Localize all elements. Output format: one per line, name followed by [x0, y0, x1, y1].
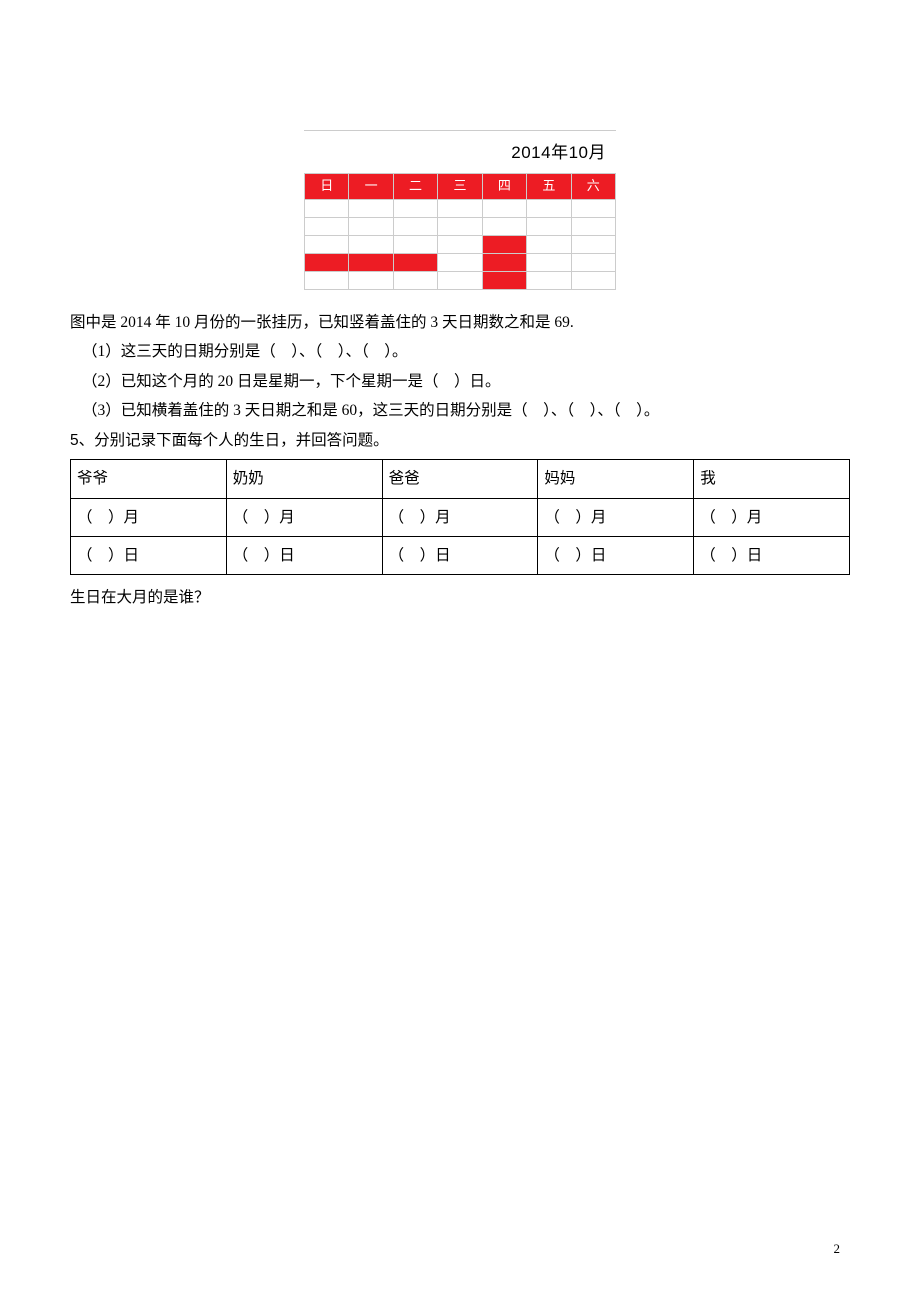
calendar-cell — [393, 235, 437, 253]
calendar-body — [305, 199, 616, 289]
calendar-cell — [349, 217, 393, 235]
calendar-cell — [438, 253, 482, 271]
calendar-cell — [393, 217, 437, 235]
calendar-cell — [438, 271, 482, 289]
calendar-day-header: 一 — [349, 174, 393, 200]
calendar-cell — [393, 199, 437, 217]
table-row: （ ）月 （ ）月 （ ）月 （ ）月 （ ）月 — [71, 498, 850, 536]
calendar-cell — [393, 271, 437, 289]
calendar-cell — [393, 253, 437, 271]
calendar-cell — [305, 235, 349, 253]
birthday-header-cell: 我 — [694, 460, 850, 498]
calendar-cell — [305, 199, 349, 217]
calendar-cell — [349, 253, 393, 271]
calendar-container: 2014年10月 日 一 二 三 四 五 六 — [304, 130, 616, 290]
calendar-cell — [438, 217, 482, 235]
calendar-cell — [438, 199, 482, 217]
table-row: （ ）日 （ ）日 （ ）日 （ ）日 （ ）日 — [71, 537, 850, 575]
calendar-cell — [527, 199, 571, 217]
calendar-cell — [305, 217, 349, 235]
calendar-day-header: 三 — [438, 174, 482, 200]
calendar-cell — [305, 271, 349, 289]
calendar-header-row: 日 一 二 三 四 五 六 — [305, 174, 616, 200]
calendar-cell — [571, 199, 615, 217]
birthday-table: 爷爷 奶奶 爸爸 妈妈 我 （ ）月 （ ）月 （ ）月 （ ）月 （ ）月 （… — [70, 459, 850, 575]
calendar-cell — [571, 271, 615, 289]
intro-text: 图中是 2014 年 10 月份的一张挂历，已知竖着盖住的 3 天日期数之和是 … — [70, 308, 850, 337]
calendar-row — [305, 235, 616, 253]
calendar-table: 日 一 二 三 四 五 六 — [304, 173, 616, 290]
question-2: （2）已知这个月的 20 日是星期一，下个星期一是（ ）日。 — [70, 367, 850, 396]
question-3: （3）已知横着盖住的 3 天日期之和是 60，这三天的日期分别是（ ）、（ ）、… — [70, 396, 850, 425]
calendar-cell — [571, 253, 615, 271]
calendar-row — [305, 199, 616, 217]
calendar-cell — [527, 271, 571, 289]
calendar-day-header: 四 — [482, 174, 526, 200]
calendar-cell — [482, 235, 526, 253]
calendar-row — [305, 217, 616, 235]
birthday-day-cell: （ ）日 — [226, 537, 382, 575]
calendar-cell — [438, 235, 482, 253]
birthday-header-cell: 奶奶 — [226, 460, 382, 498]
question-1: （1）这三天的日期分别是（ ）、（ ）、（ ）。 — [70, 337, 850, 366]
calendar-cell — [527, 253, 571, 271]
birthday-day-cell: （ ）日 — [382, 537, 538, 575]
calendar-cell — [482, 199, 526, 217]
birthday-month-cell: （ ）月 — [538, 498, 694, 536]
birthday-day-cell: （ ）日 — [71, 537, 227, 575]
calendar-day-header: 日 — [305, 174, 349, 200]
calendar-cell — [349, 271, 393, 289]
birthday-month-cell: （ ）月 — [71, 498, 227, 536]
calendar-day-header: 二 — [393, 174, 437, 200]
birthday-header-cell: 爸爸 — [382, 460, 538, 498]
page-number: 2 — [834, 1237, 841, 1262]
calendar-cell — [527, 217, 571, 235]
calendar-cell — [305, 253, 349, 271]
question-5-label: 5、分别记录下面每个人的生日，并回答问题。 — [70, 426, 850, 455]
birthday-month-cell: （ ）月 — [382, 498, 538, 536]
birthday-month-cell: （ ）月 — [694, 498, 850, 536]
table-row: 爷爷 奶奶 爸爸 妈妈 我 — [71, 460, 850, 498]
calendar-cell — [571, 217, 615, 235]
birthday-header-cell: 爷爷 — [71, 460, 227, 498]
calendar-cell — [349, 199, 393, 217]
calendar-row — [305, 253, 616, 271]
calendar-row — [305, 271, 616, 289]
final-question: 生日在大月的是谁？ — [70, 583, 850, 612]
calendar-cell — [571, 235, 615, 253]
calendar-day-header: 五 — [527, 174, 571, 200]
calendar-cell — [527, 235, 571, 253]
calendar-cell — [482, 271, 526, 289]
calendar-title: 2014年10月 — [304, 131, 616, 173]
calendar-day-header: 六 — [571, 174, 615, 200]
calendar-cell — [482, 253, 526, 271]
birthday-header-cell: 妈妈 — [538, 460, 694, 498]
calendar-cell — [482, 217, 526, 235]
birthday-day-cell: （ ）日 — [538, 537, 694, 575]
birthday-month-cell: （ ）月 — [226, 498, 382, 536]
birthday-day-cell: （ ）日 — [694, 537, 850, 575]
calendar-cell — [349, 235, 393, 253]
